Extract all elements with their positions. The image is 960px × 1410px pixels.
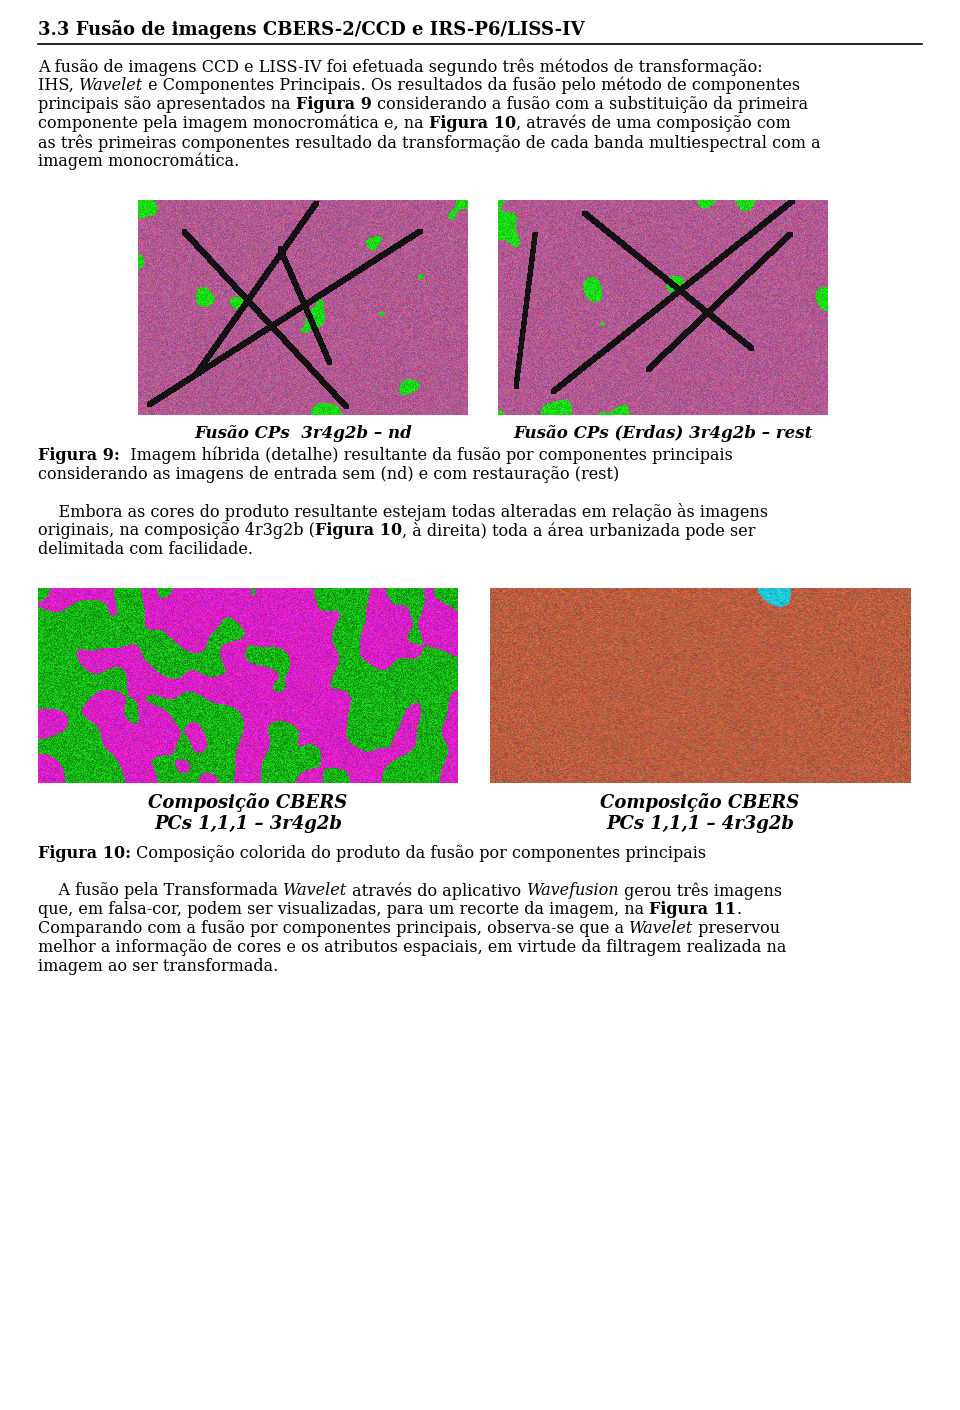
- Text: preservou: preservou: [693, 919, 780, 938]
- Text: PCs 1,1,1 – 3r4g2b: PCs 1,1,1 – 3r4g2b: [154, 815, 342, 833]
- Text: e Componentes Principais. Os resultados da fusão pelo método de componentes: e Componentes Principais. Os resultados …: [143, 78, 801, 94]
- Text: que, em falsa-cor, podem ser visualizadas, para um recorte da imagem, na: que, em falsa-cor, podem ser visualizada…: [38, 901, 649, 918]
- Text: 3.3 Fusão de imagens CBERS-2/CCD e IRS-P6/LISS-IV: 3.3 Fusão de imagens CBERS-2/CCD e IRS-P…: [38, 20, 585, 39]
- Text: PCs 1,1,1 – 4r3g2b: PCs 1,1,1 – 4r3g2b: [606, 815, 794, 833]
- Text: Figura 9:: Figura 9:: [38, 447, 120, 464]
- Text: melhor a informação de cores e os atributos espaciais, em virtude da filtragem r: melhor a informação de cores e os atribu…: [38, 939, 786, 956]
- Text: considerando as imagens de entrada sem (nd) e com restauração (rest): considerando as imagens de entrada sem (…: [38, 465, 619, 484]
- Text: Comparando com a fusão por componentes principais, observa-se que a: Comparando com a fusão por componentes p…: [38, 919, 629, 938]
- Text: A fusão de imagens CCD e LISS-IV foi efetuada segundo três métodos de transforma: A fusão de imagens CCD e LISS-IV foi efe…: [38, 58, 762, 76]
- Text: Composição CBERS: Composição CBERS: [600, 792, 800, 812]
- Text: originais, na composição 4r3g2b (: originais, na composição 4r3g2b (: [38, 522, 315, 539]
- Text: Figura 10: Figura 10: [429, 116, 516, 133]
- Text: Figura 10:: Figura 10:: [38, 845, 132, 862]
- Text: Wavelet: Wavelet: [629, 919, 693, 938]
- Text: Fusão CPs (Erdas) 3r4g2b – rest: Fusão CPs (Erdas) 3r4g2b – rest: [514, 424, 812, 441]
- Text: Wavefusion: Wavefusion: [526, 883, 619, 900]
- Text: Figura 11: Figura 11: [649, 901, 736, 918]
- Text: Composição CBERS: Composição CBERS: [149, 792, 348, 812]
- Text: , à direita) toda a área urbanizada pode ser: , à direita) toda a área urbanizada pode…: [402, 522, 756, 540]
- Text: Composição colorida do produto da fusão por componentes principais: Composição colorida do produto da fusão …: [132, 845, 707, 862]
- Text: através do aplicativo: através do aplicativo: [348, 883, 526, 900]
- Text: Embora as cores do produto resultante estejam todas alteradas em relação às imag: Embora as cores do produto resultante es…: [38, 503, 768, 522]
- Text: principais são apresentados na: principais são apresentados na: [38, 96, 296, 113]
- Text: delimitada com facilidade.: delimitada com facilidade.: [38, 541, 253, 558]
- Text: gerou três imagens: gerou três imagens: [619, 883, 782, 900]
- Text: componente pela imagem monocromática e, na: componente pela imagem monocromática e, …: [38, 116, 429, 133]
- Text: IHS,: IHS,: [38, 78, 79, 94]
- Text: Wavelet: Wavelet: [283, 883, 348, 900]
- Text: Wavelet: Wavelet: [79, 78, 143, 94]
- Text: imagem ao ser transformada.: imagem ao ser transformada.: [38, 957, 278, 974]
- Text: Fusão CPs  3r4g2b – nd: Fusão CPs 3r4g2b – nd: [194, 424, 412, 441]
- Text: considerando a fusão com a substituição da primeira: considerando a fusão com a substituição …: [372, 96, 807, 113]
- Text: Figura 10: Figura 10: [315, 522, 402, 539]
- Text: as três primeiras componentes resultado da transformação de cada banda multiespe: as três primeiras componentes resultado …: [38, 134, 821, 151]
- Text: Imagem híbrida (detalhe) resultante da fusão por componentes principais: Imagem híbrida (detalhe) resultante da f…: [120, 447, 732, 464]
- Text: , através de uma composição com: , através de uma composição com: [516, 116, 791, 133]
- Text: .: .: [736, 901, 742, 918]
- Text: imagem monocromática.: imagem monocromática.: [38, 154, 239, 171]
- Text: A fusão pela Transformada: A fusão pela Transformada: [38, 883, 283, 900]
- Text: Figura 9: Figura 9: [296, 96, 372, 113]
